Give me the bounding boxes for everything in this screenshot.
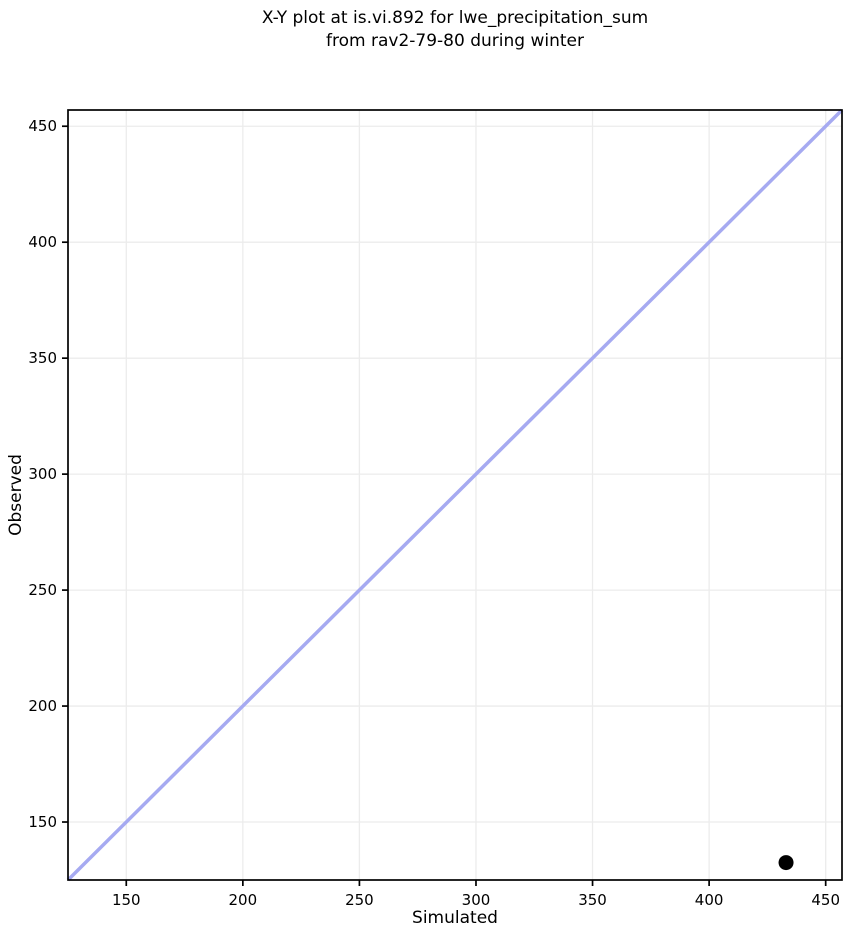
x-axis-label: Simulated xyxy=(412,908,498,928)
x-tick-label: 450 xyxy=(811,891,840,909)
identity-line xyxy=(66,108,844,882)
y-tick-label: 350 xyxy=(28,349,57,367)
plot-border xyxy=(67,109,843,881)
y-tick-label: 200 xyxy=(28,697,57,715)
y-tick-label: 150 xyxy=(28,813,57,831)
x-tick-label: 400 xyxy=(695,891,724,909)
chart-title: X-Y plot at is.vi.892 for lwe_precipitat… xyxy=(261,8,649,51)
x-tick-label: 200 xyxy=(229,891,258,909)
y-tick-label: 300 xyxy=(28,465,57,483)
y-axis-label: Observed xyxy=(6,454,26,536)
y-tick-label: 450 xyxy=(28,117,57,135)
observation-point xyxy=(778,855,794,871)
y-tick-label: 400 xyxy=(28,233,57,251)
y-tick-label: 250 xyxy=(28,581,57,599)
x-tick-label: 300 xyxy=(462,891,491,909)
x-tick-label: 150 xyxy=(112,891,141,909)
x-tick-label: 350 xyxy=(578,891,607,909)
x-tick-label: 250 xyxy=(345,891,374,909)
